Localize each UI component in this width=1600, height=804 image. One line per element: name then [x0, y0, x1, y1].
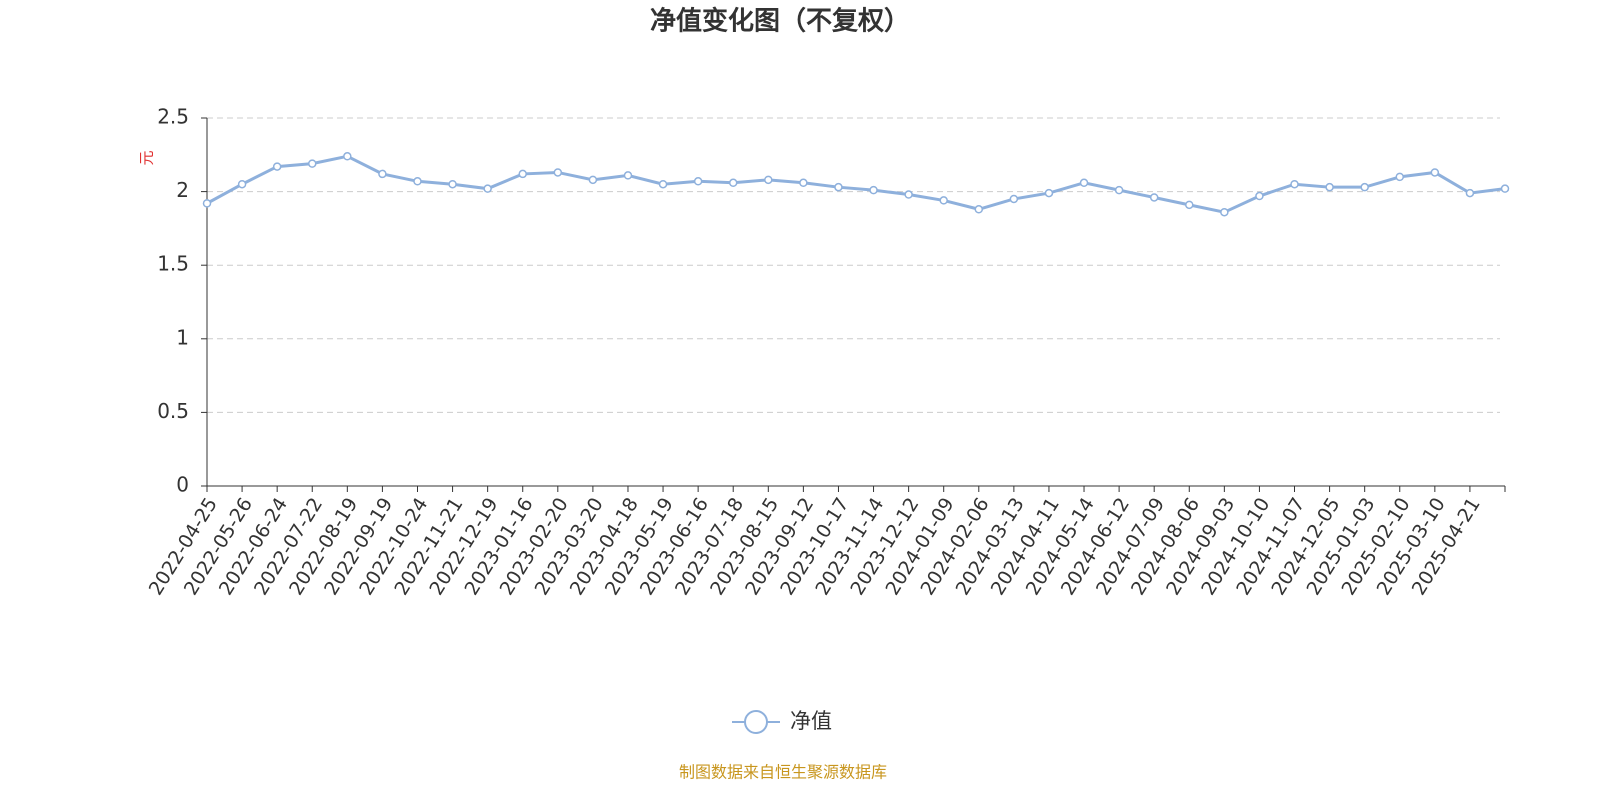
point — [237, 179, 247, 189]
point — [1290, 179, 1299, 189]
point — [939, 196, 948, 205]
point — [307, 159, 317, 168]
point — [343, 152, 352, 161]
point — [272, 162, 282, 171]
point — [378, 169, 387, 179]
point — [1465, 188, 1475, 198]
point — [553, 168, 563, 177]
point — [1430, 168, 1440, 177]
point — [1009, 194, 1019, 204]
point — [974, 205, 984, 214]
point — [693, 177, 703, 186]
point — [764, 175, 773, 185]
point — [869, 185, 878, 195]
y-tick-label: 2 — [176, 178, 189, 202]
point — [1255, 191, 1264, 201]
point — [658, 179, 668, 189]
point — [834, 182, 843, 192]
point — [1185, 200, 1194, 210]
y-tick-label: 1 — [176, 325, 189, 349]
line — [206, 154, 1506, 214]
point — [1395, 172, 1405, 182]
y-tick-label: 2.5 — [157, 105, 189, 129]
point — [518, 169, 527, 179]
y-tick-label: 0.5 — [157, 399, 189, 423]
chart-title: 净值变化图（不复权） — [650, 6, 910, 37]
y-tick-label: 0 — [176, 473, 189, 497]
point — [413, 177, 422, 186]
point — [1325, 182, 1334, 192]
legend-label: 净值 — [790, 709, 832, 733]
point — [904, 190, 913, 199]
point — [1114, 185, 1124, 195]
point — [1079, 178, 1089, 188]
point — [1360, 182, 1369, 192]
point — [1044, 188, 1054, 198]
point — [1149, 193, 1159, 202]
legend-marker — [744, 710, 768, 734]
point — [483, 184, 492, 193]
point — [588, 175, 598, 185]
y-axis-label: 元 — [138, 150, 156, 165]
point — [1220, 207, 1229, 217]
point — [799, 178, 808, 188]
point — [623, 171, 633, 180]
footer: 制图数据来自恒生聚源数据库 — [679, 763, 887, 782]
point — [728, 178, 738, 188]
y-tick-label: 1.5 — [157, 252, 189, 276]
point — [202, 199, 212, 208]
point — [448, 179, 457, 189]
point — [1500, 184, 1510, 193]
